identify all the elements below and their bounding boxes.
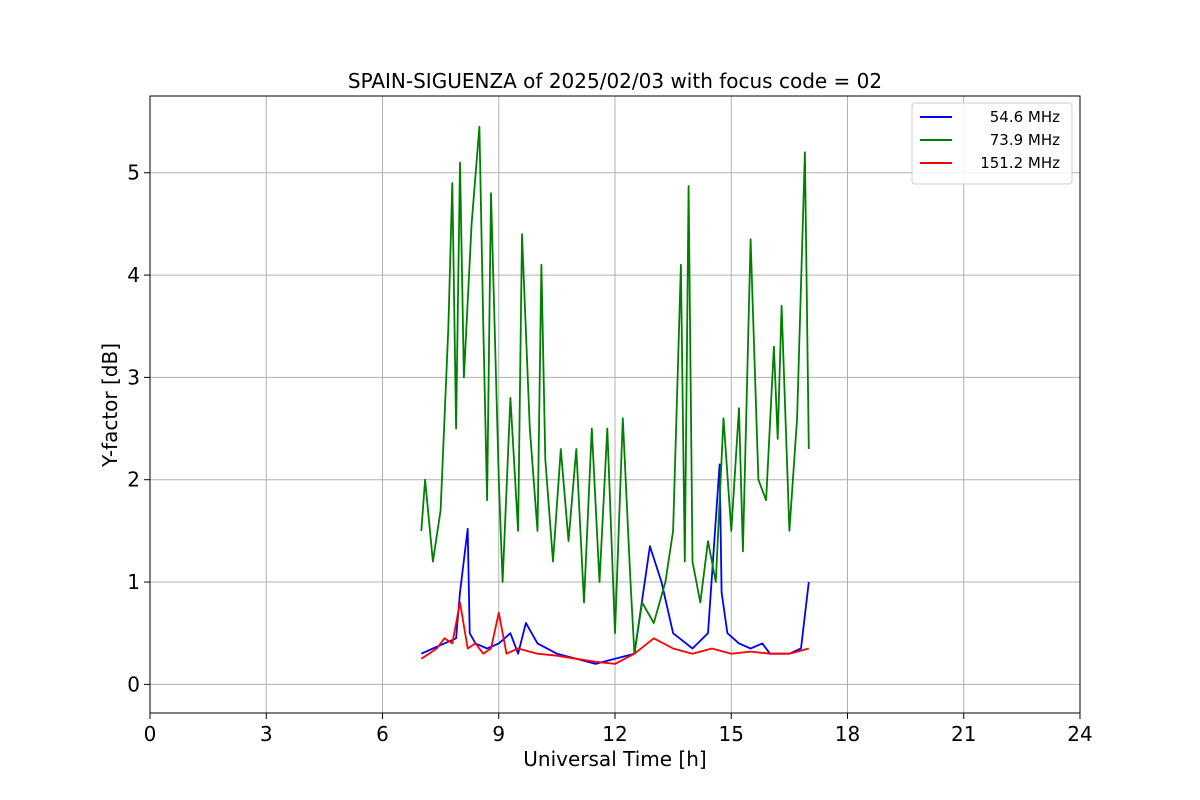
x-tick-label: 12 [602,722,627,746]
x-tick-label: 15 [719,722,744,746]
series-line-151-2-mhz [420,601,810,665]
legend: 54.6 MHz 73.9 MHz 151.2 MHz [911,102,1073,185]
y-tick-label: 4 [127,263,140,287]
legend-entry-label: 151.2 MHz [980,154,1060,172]
x-tick-label: 24 [1067,722,1092,746]
chart-title: SPAIN-SIGUENZA of 2025/02/03 with focus … [348,69,882,93]
x-tick-label: 3 [260,722,273,746]
x-axis-label: Universal Time [h] [523,747,706,771]
x-tick-label: 18 [835,722,860,746]
x-axis-ticks: 0 3 6 9 12 15 18 21 24 [144,713,1093,746]
legend-entry-label: 73.9 MHz [990,131,1060,149]
grid [149,96,1081,713]
series-line-73-9-mhz [420,125,810,655]
legend-entry-label: 54.6 MHz [990,108,1060,126]
y-tick-label: 3 [127,365,140,389]
series-line-54-6-mhz [420,463,810,665]
y-tick-label: 2 [127,468,140,492]
x-tick-label: 9 [492,722,505,746]
x-tick-label: 0 [144,722,157,746]
y-axis-label: Y-factor [dB] [98,343,122,468]
y-axis-ticks: 0 1 2 3 4 5 [127,161,150,696]
x-tick-label: 21 [951,722,976,746]
y-tick-label: 1 [127,570,140,594]
y-tick-label: 5 [127,161,140,185]
series-lines [420,125,810,665]
x-tick-label: 6 [376,722,389,746]
y-tick-label: 0 [127,672,140,696]
